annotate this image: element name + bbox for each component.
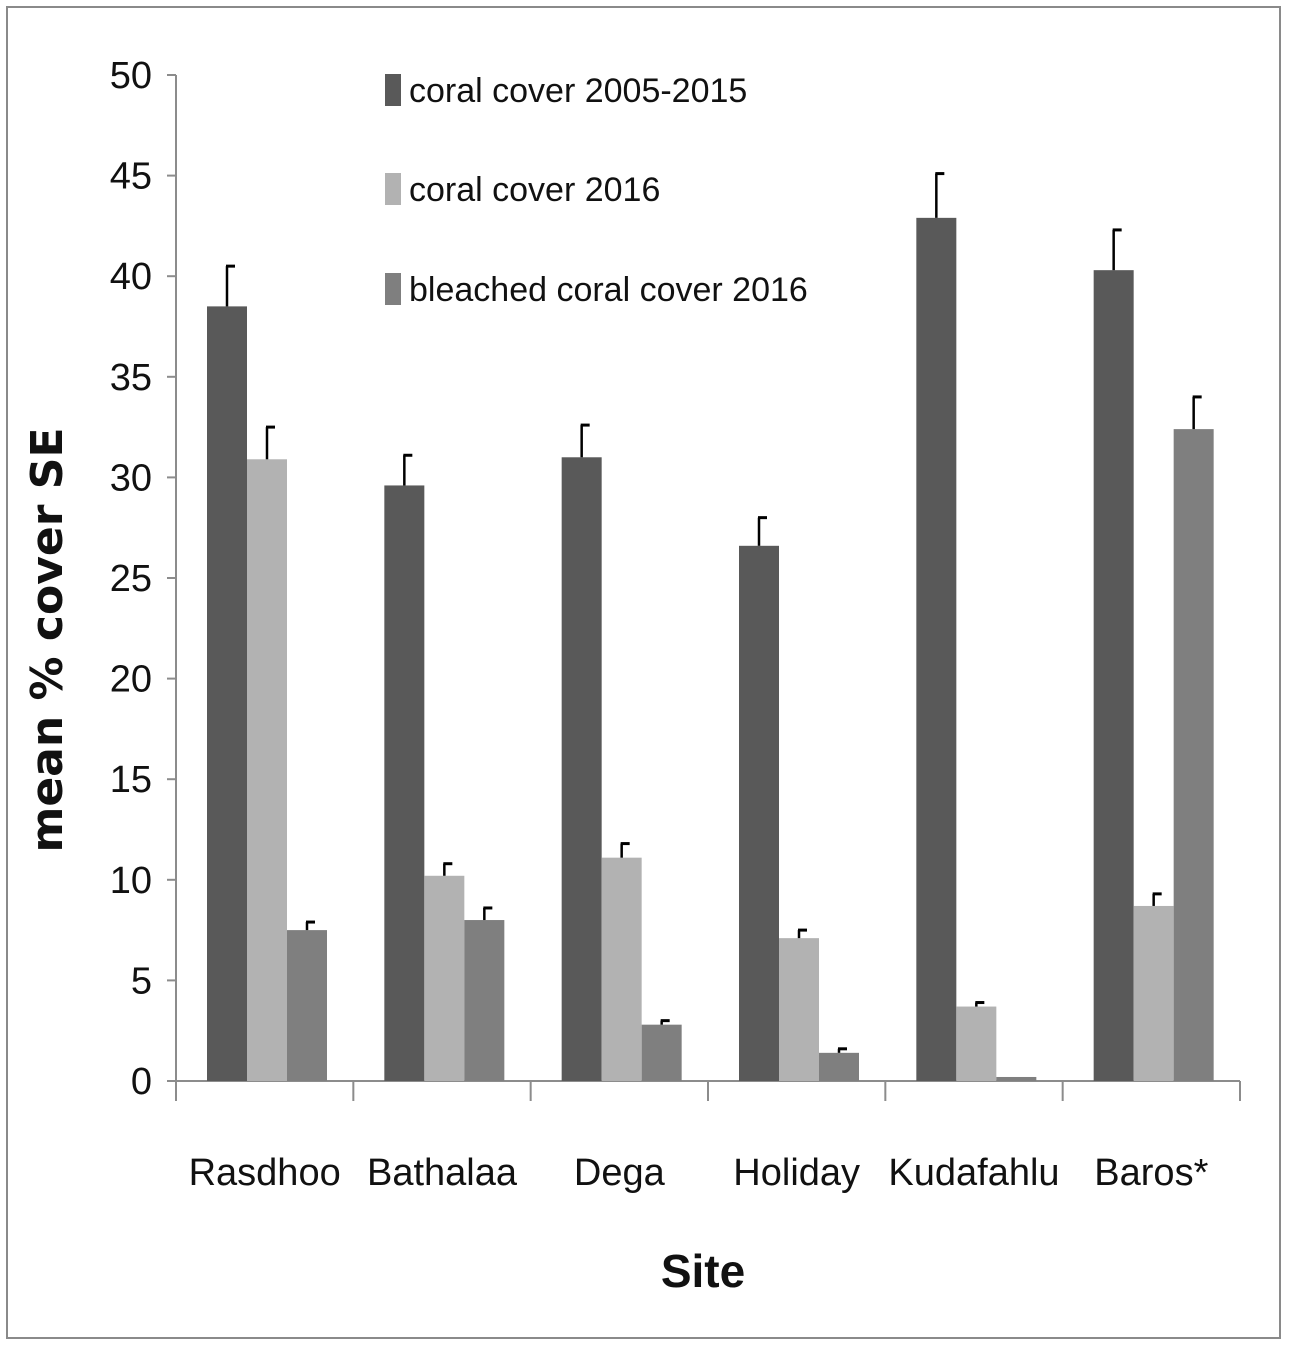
bar	[561, 457, 602, 1081]
y-tick-label: 25	[110, 558, 152, 600]
bar	[424, 875, 465, 1081]
x-tick-label: Kudafahlu	[888, 1152, 1059, 1194]
y-axis-label: mean % cover SE	[22, 427, 73, 852]
legend-swatch	[385, 273, 401, 305]
bar	[247, 459, 287, 1081]
y-tick-label: 15	[110, 759, 152, 801]
legend-label: coral cover 2005-2015	[409, 72, 747, 110]
bar	[1173, 429, 1214, 1081]
x-tick-label: Bathalaa	[367, 1152, 518, 1194]
y-tick-label: 10	[110, 860, 152, 902]
axes: 0 5 10 15 20 25 30 35 40 45 50 Rasdhoo Bathalaa Dega H…	[110, 55, 1241, 1194]
legend-swatch	[385, 74, 401, 106]
bar	[464, 920, 505, 1081]
x-tick-label: Baros*	[1094, 1152, 1208, 1194]
legend-label: coral cover 2016	[409, 171, 660, 209]
legend-swatch	[385, 173, 401, 205]
y-tick-label: 40	[110, 256, 152, 298]
bar	[956, 1006, 997, 1081]
y-tick-label: 50	[110, 55, 152, 97]
y-tick-label: 5	[131, 960, 152, 1002]
bars-group	[207, 172, 1214, 1082]
y-tick-label: 30	[110, 457, 152, 499]
bar	[384, 485, 425, 1081]
x-tick-label: Holiday	[733, 1152, 860, 1194]
y-tick-label: 45	[110, 156, 152, 198]
bar	[1093, 270, 1134, 1081]
y-tick-label: 35	[110, 357, 152, 399]
bar	[739, 545, 779, 1081]
bar	[287, 930, 327, 1081]
bar	[641, 1024, 682, 1081]
bar	[779, 938, 819, 1081]
y-tick-label: 0	[131, 1061, 152, 1103]
bar	[916, 217, 957, 1082]
bar	[1133, 905, 1174, 1081]
bar	[207, 306, 247, 1081]
legend: coral cover 2005-2015 coral cover 2016 ble…	[385, 72, 808, 309]
legend-label: bleached coral cover 2016	[409, 271, 808, 309]
x-tick-label: Rasdhoo	[189, 1152, 341, 1194]
x-tick-label: Dega	[574, 1152, 666, 1194]
bar	[601, 857, 642, 1081]
x-axis-label: Site	[661, 1245, 745, 1297]
bar	[996, 1076, 1037, 1081]
y-tick-label: 20	[110, 659, 152, 701]
bar	[819, 1052, 859, 1081]
